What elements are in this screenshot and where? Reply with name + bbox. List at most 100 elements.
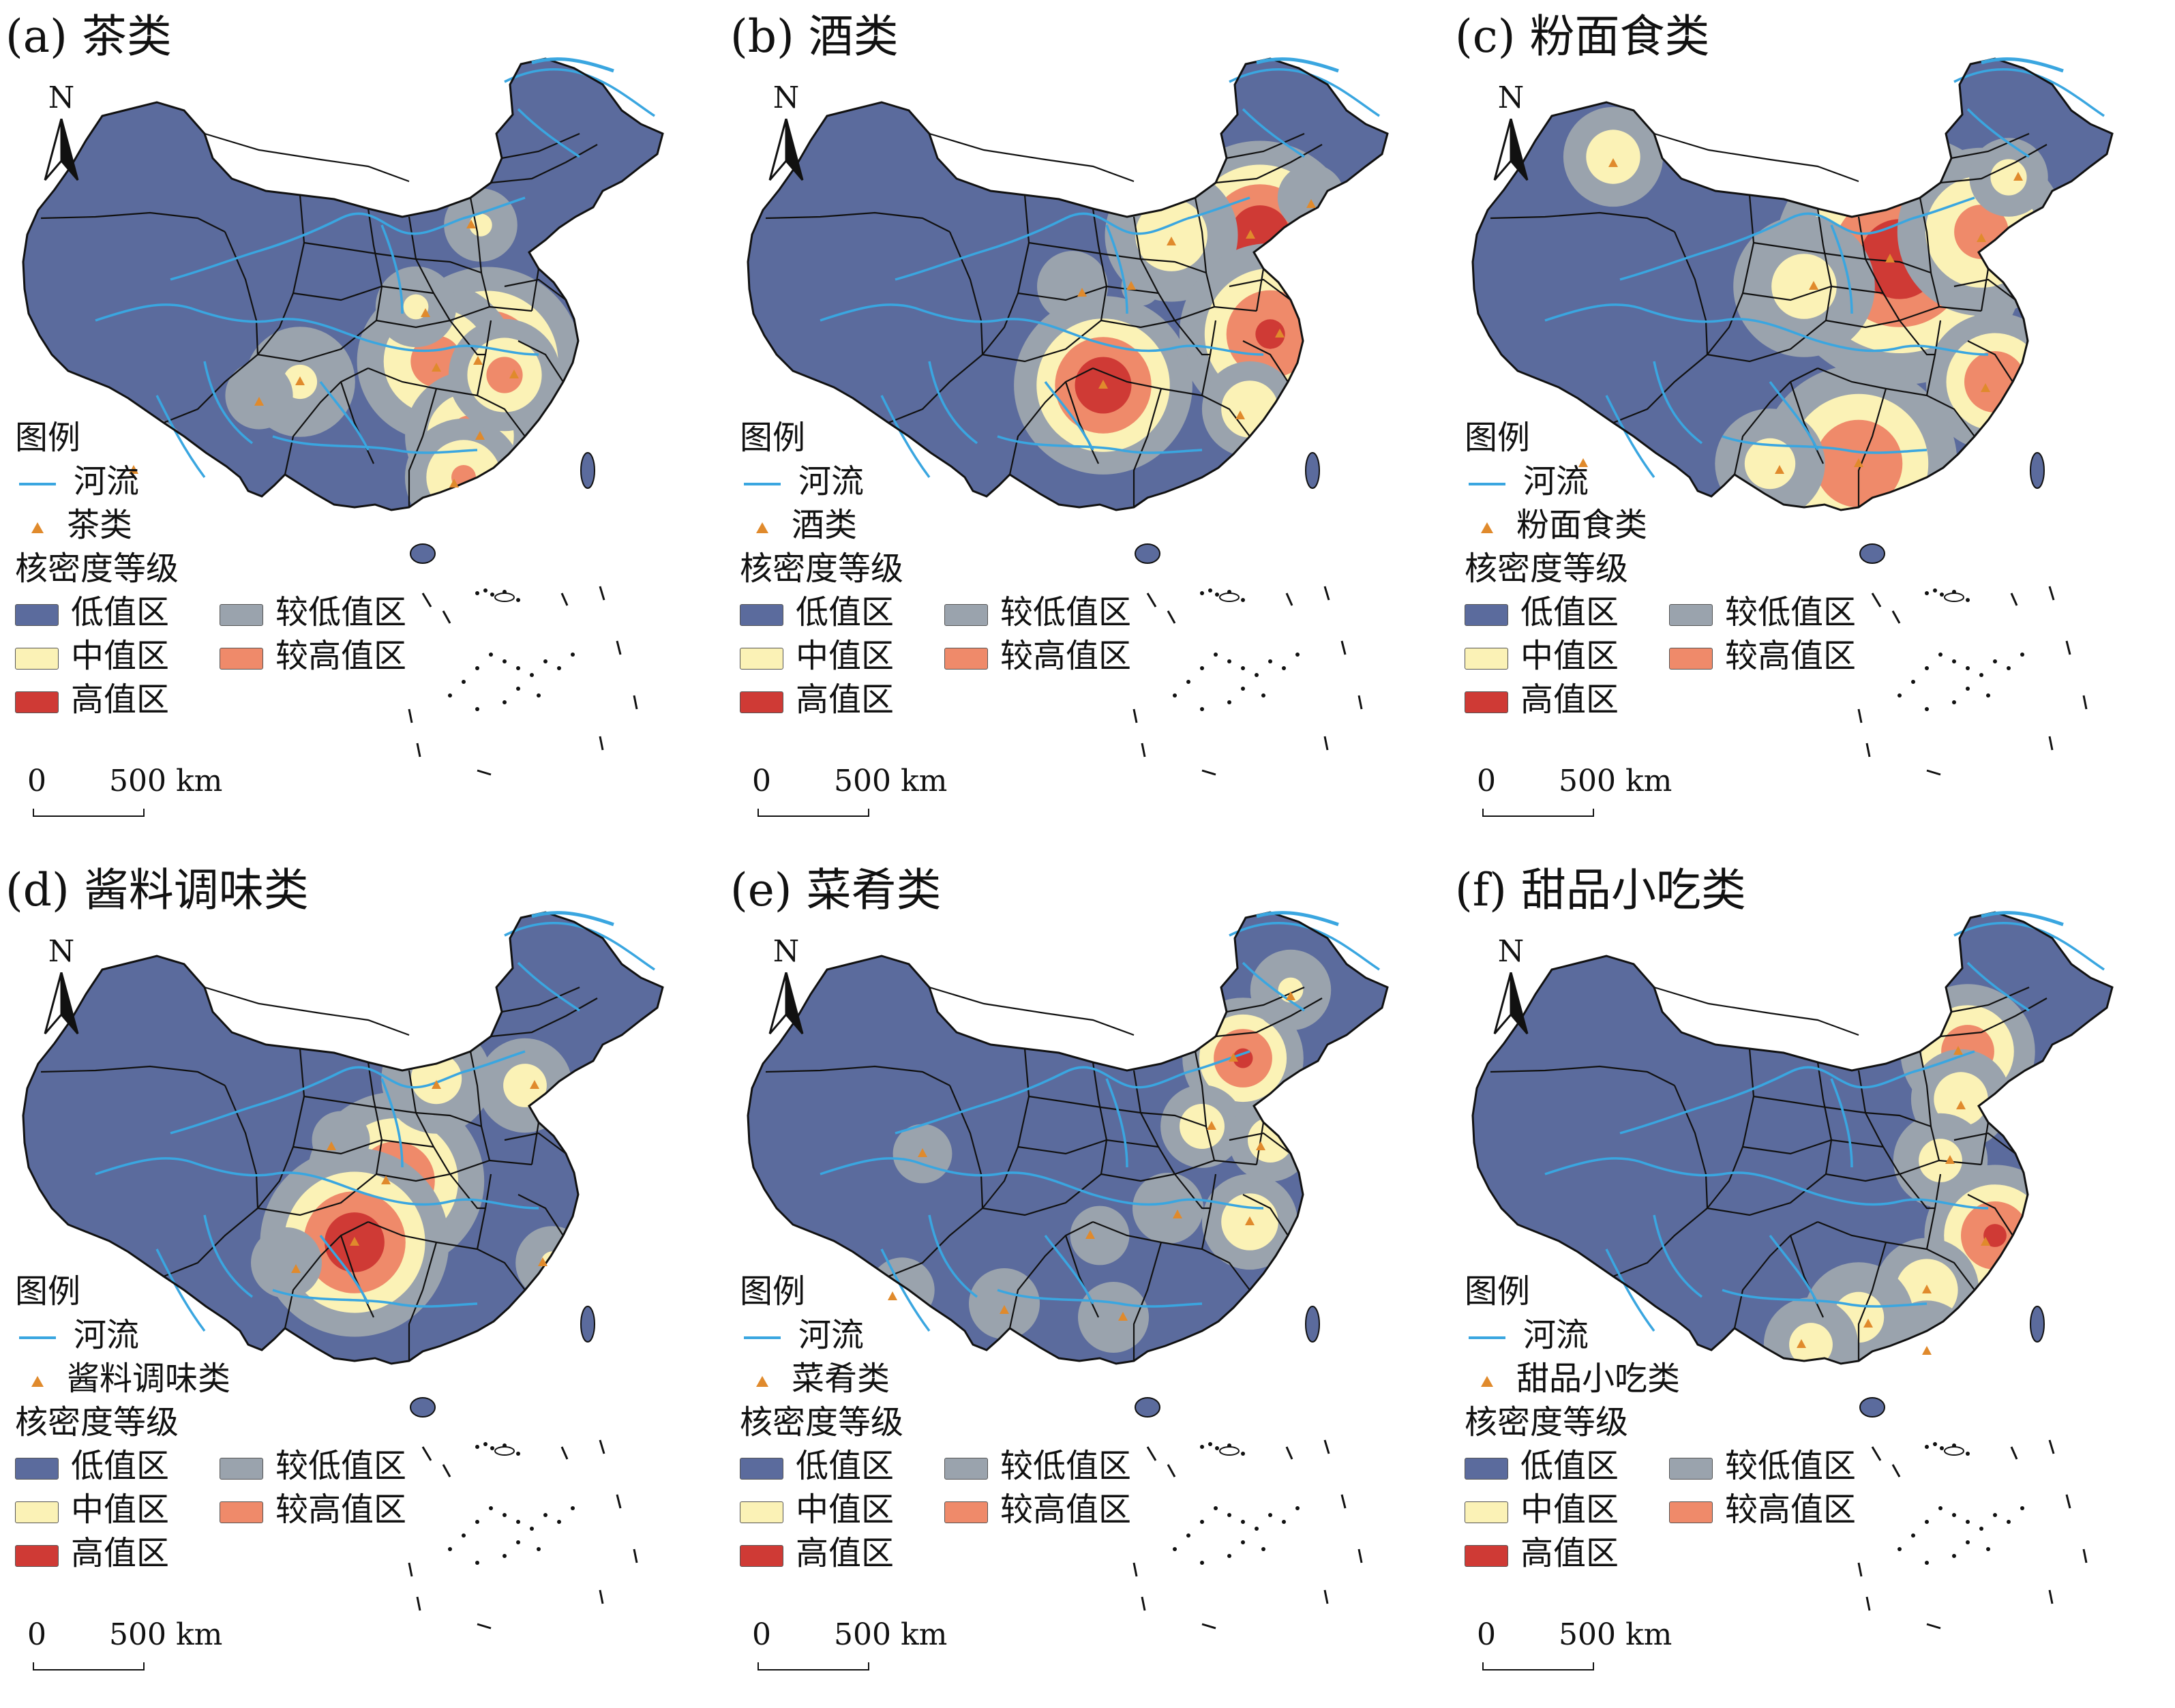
island-outline: [494, 593, 515, 602]
province-boundary: [477, 1248, 526, 1291]
swatch-high: [740, 691, 783, 713]
river-line: [203, 361, 254, 445]
island-dot: [571, 1506, 575, 1510]
province-boundary: [501, 132, 580, 160]
density-ring: [403, 294, 429, 320]
river-line: [1242, 108, 1305, 158]
scale-line: [1482, 809, 1594, 817]
hainan-island: [1859, 543, 1885, 564]
scale-zero: 0: [752, 1617, 771, 1652]
province-boundary: [490, 144, 598, 184]
island-dot: [1897, 693, 1902, 698]
sample-point: [1207, 1121, 1216, 1130]
sample-point: [1922, 1285, 1932, 1293]
sample-point: [1977, 233, 1986, 242]
boundary-dash: [1201, 769, 1216, 776]
density-title: 核密度等级: [740, 550, 904, 588]
hainan-island: [1135, 1397, 1160, 1418]
sample-point: [1286, 991, 1295, 1000]
legend: 图例 河流 茶类 核密度等级 低值区 较低值区 中值区 较高值区 高值区: [15, 416, 451, 721]
legend-river-label: 河流: [74, 1316, 140, 1354]
river-line: [517, 961, 580, 1012]
density-classes: 低值区 较低值区 中值区 较高值区 高值区: [15, 590, 451, 721]
class-low: 低值区: [15, 590, 169, 634]
class-low: 低值区: [740, 590, 894, 634]
sample-point: [1981, 1237, 1990, 1246]
sample-point: [1956, 1100, 1966, 1109]
sample-point: [291, 1264, 301, 1273]
island-dot: [1227, 700, 1231, 704]
north-letter: N: [1497, 934, 1525, 969]
country-outline: [22, 57, 664, 511]
province-boundary: [765, 1065, 950, 1086]
scale-bar: 0 500 km: [752, 1617, 947, 1672]
map-panel-5: (f) 甜品小吃类 N 图例 河流 甜品小吃类 核密度等级 低值区 较低值区 中…: [1450, 854, 2174, 1707]
island-dot: [1925, 1445, 1929, 1449]
north-letter: N: [772, 80, 800, 115]
sample-point: [1608, 158, 1618, 167]
province-boundary: [1742, 285, 1884, 301]
boundary-dash: [1167, 610, 1176, 624]
province-boundary: [408, 216, 451, 321]
boundary-dash: [416, 1596, 421, 1611]
river-line: [380, 224, 404, 314]
sample-point: [1809, 281, 1818, 290]
island-dot: [1295, 1506, 1300, 1510]
boundary-dash: [1340, 640, 1347, 655]
boundary-dash: [1926, 1623, 1941, 1630]
island-dot: [1261, 1547, 1265, 1551]
density-ring: [1037, 251, 1108, 322]
province-boundary: [1753, 241, 1932, 274]
island-dot: [1925, 591, 1929, 595]
island-dot: [475, 591, 479, 595]
legend-river-label: 河流: [1523, 462, 1589, 500]
boundary-dash: [1857, 1562, 1863, 1577]
island-dot: [1241, 1540, 1245, 1544]
sample-point: [1085, 1230, 1095, 1239]
legend: 图例 河流 酒类 核密度等级 低值区 较低值区 中值区 较高值区 高值区: [740, 416, 1176, 721]
boundary-dash: [1323, 586, 1330, 601]
sample-point: [918, 1148, 927, 1157]
scale-zero: 0: [1477, 1617, 1496, 1652]
island-dot: [1227, 1513, 1231, 1517]
island-dot: [1173, 693, 1177, 698]
scale-bar: 0 500 km: [1477, 764, 1672, 818]
river-line: [1044, 380, 1094, 451]
legend-point-row: 甜品小吃类: [1465, 1357, 1901, 1400]
sample-point: [449, 479, 459, 488]
province-boundary: [1953, 278, 2016, 301]
legend-point-row: 粉面食类: [1465, 503, 1901, 547]
sample-point: [1167, 237, 1176, 245]
legend-river-label: 河流: [798, 462, 865, 500]
island-dot: [1200, 1520, 1204, 1524]
province-boundary: [982, 320, 1102, 363]
island-dot: [1282, 666, 1286, 670]
scale-line: [758, 1662, 869, 1670]
province-boundary: [303, 241, 482, 274]
province-boundary: [449, 1173, 485, 1210]
river-swatch: [19, 482, 56, 485]
triangle-icon: [1481, 522, 1493, 533]
island-dot: [502, 1513, 507, 1517]
north-letter: N: [48, 934, 75, 969]
river-line: [880, 1248, 931, 1332]
river-line: [170, 196, 526, 281]
island-dot: [462, 680, 466, 684]
legend-river-row: 河流: [740, 1313, 1176, 1357]
boundary-dash: [408, 708, 413, 723]
island-dot: [1911, 680, 1915, 684]
river-line: [1722, 435, 1927, 454]
swatch-lower: [1669, 603, 1713, 626]
map-panel-0: (a) 茶类 N 图例 河流 茶类 核密度等级 低值区 较低值区 中值区 较高值…: [0, 0, 725, 854]
north-arrow-icon: [768, 119, 804, 181]
island-dot: [475, 666, 479, 670]
sample-point: [1098, 380, 1108, 389]
sample-point: [473, 356, 483, 365]
island-dot: [489, 653, 493, 657]
sample-point: [1953, 1046, 1963, 1055]
island-dot: [502, 700, 507, 704]
taiwan-island: [580, 452, 595, 489]
island-dot: [489, 1506, 493, 1510]
sample-point: [254, 397, 264, 406]
province-boundary: [284, 368, 369, 475]
